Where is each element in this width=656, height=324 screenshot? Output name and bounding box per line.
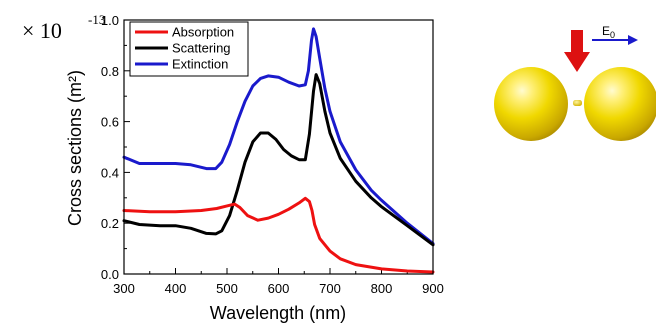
x-tick-label: 900 [422, 281, 444, 296]
right-gold-sphere [584, 67, 656, 141]
line-chart: 300 400 500 600 700 800 9000.00.20.40.60.81.0 … [22, 12, 444, 323]
x-tick-label: 700 [319, 281, 341, 296]
y-tick-label: 0.6 [101, 115, 119, 130]
y-tick-label: 0.0 [101, 267, 119, 282]
field-label: E [602, 24, 610, 38]
field-arrow-icon [592, 35, 638, 45]
legend-label-scattering: Scattering [172, 41, 231, 56]
y-tick-label: 0.2 [101, 216, 119, 231]
dimer-illustration: E 0 [494, 24, 656, 141]
x-tick-label: 800 [371, 281, 393, 296]
field-subscript: 0 [610, 30, 615, 40]
y-axis-title: Cross sections (m²) [65, 70, 85, 226]
nanorod-particle [573, 100, 582, 106]
series-lines [122, 27, 435, 274]
y-scale-factor: × 10 [22, 18, 62, 43]
x-tick-label: 400 [165, 281, 187, 296]
y-scale-exponent: -13 [88, 12, 105, 27]
left-gold-sphere [494, 67, 568, 141]
legend-label-extinction: Extinction [172, 57, 228, 72]
plot-frame [123, 19, 434, 275]
x-tick-label: 600 [268, 281, 290, 296]
y-tick-label: 0.8 [101, 64, 119, 79]
series-line-absorption [122, 196, 435, 274]
series-line-extinction [122, 27, 435, 245]
incident-arrow-icon [564, 30, 590, 72]
legend-label-absorption: Absorption [172, 25, 234, 40]
tick-labels: 300 400 500 600 700 800 900 0.0 0.2 0.4 0.6 0.8 1.0 [101, 13, 444, 296]
y-tick-label: 1.0 [101, 13, 119, 28]
x-tick-label: 500 [216, 281, 238, 296]
x-axis-title: Wavelength (nm) [210, 303, 346, 323]
y-tick-label: 0.4 [101, 165, 119, 180]
x-tick-label: 300 [113, 281, 135, 296]
series-line-scattering [122, 73, 435, 247]
